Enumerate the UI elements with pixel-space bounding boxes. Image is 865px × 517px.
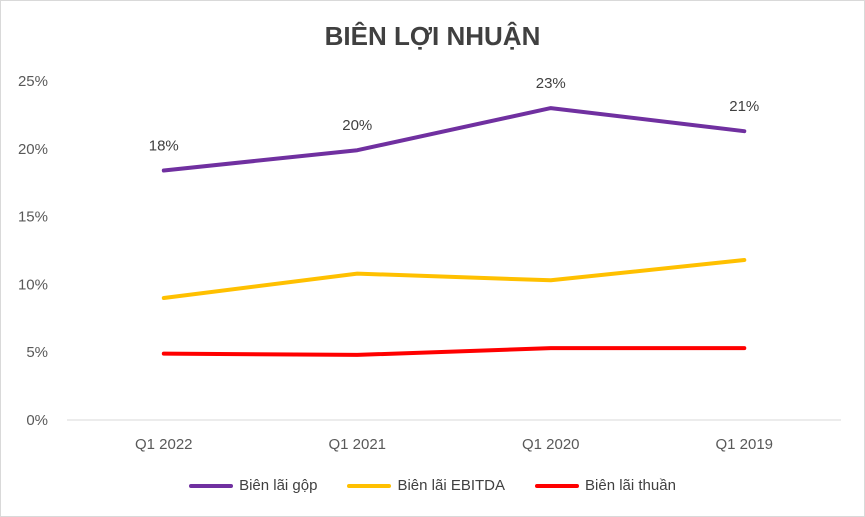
y-tick-label: 25%: [18, 73, 48, 90]
x-tick-label: Q1 2020: [522, 436, 580, 453]
y-tick-label: 15%: [18, 209, 48, 226]
series-line-ebitda-margin: [161, 258, 747, 300]
legend-swatch-gross-margin: [189, 483, 234, 488]
legend-label-net-margin: Biên lãi thuần: [585, 477, 676, 494]
y-tick-label: 0%: [26, 412, 48, 429]
legend-label-gross-margin: Biên lãi gộp: [239, 477, 318, 494]
x-tick-label: Q1 2022: [135, 436, 193, 453]
legend-swatch-ebitda-margin: [347, 483, 392, 488]
legend-item-ebitda-margin: Biên lãi EBITDA: [347, 477, 505, 494]
data-label: 23%: [536, 75, 566, 92]
series-line-gross-margin: [161, 106, 747, 173]
legend-label-ebitda-margin: Biên lãi EBITDA: [397, 477, 506, 494]
series-layer: [161, 106, 747, 357]
axis-layer: 0% 5% 10% 15% 20% 25% Q1 2022 Q1 2021 Q1 2020 Q1 …: [18, 73, 841, 453]
legend-item-gross-margin: Biên lãi gộp: [189, 477, 317, 494]
data-label: 20%: [342, 117, 372, 134]
y-tick-label: 5%: [26, 344, 48, 361]
y-tick-label: 10%: [18, 276, 48, 293]
legend-swatch-net-margin: [535, 483, 580, 488]
chart-title: BIÊN LỢI NHUẬN: [324, 21, 541, 51]
x-tick-label: Q1 2021: [328, 436, 386, 453]
data-label: 18%: [149, 137, 179, 154]
legend-item-net-margin: Biên lãi thuần: [535, 477, 676, 494]
x-tick-label: Q1 2019: [715, 436, 773, 453]
y-tick-label: 20%: [18, 141, 48, 158]
series-line-net-margin: [161, 346, 747, 357]
legend: Biên lãi gộp Biên lãi EBITDA Biên lãi th…: [1, 477, 864, 494]
data-label: 21%: [729, 98, 759, 115]
data-label-layer: 18% 20% 23% 21%: [149, 75, 760, 154]
